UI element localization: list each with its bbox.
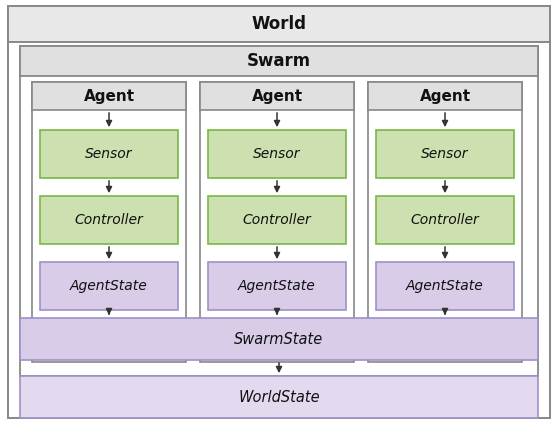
Text: Controller: Controller: [243, 213, 311, 227]
Bar: [368, 82, 522, 110]
Bar: [40, 196, 178, 244]
Bar: [20, 376, 538, 418]
Bar: [376, 262, 514, 310]
Text: Agent: Agent: [84, 89, 134, 104]
Bar: [376, 196, 514, 244]
Bar: [208, 196, 346, 244]
Bar: [20, 46, 538, 76]
Bar: [376, 130, 514, 178]
Text: World: World: [252, 15, 306, 33]
Text: AgentState: AgentState: [70, 279, 148, 293]
Text: AgentState: AgentState: [406, 279, 484, 293]
Text: Sensor: Sensor: [421, 147, 469, 161]
Text: SwarmState: SwarmState: [234, 331, 324, 346]
Text: Sensor: Sensor: [253, 147, 301, 161]
Bar: [32, 82, 186, 362]
Bar: [208, 130, 346, 178]
Text: Controller: Controller: [411, 213, 479, 227]
Bar: [200, 82, 354, 362]
Text: Agent: Agent: [252, 89, 302, 104]
Text: WorldState: WorldState: [238, 389, 320, 405]
Bar: [20, 46, 538, 376]
Text: AgentState: AgentState: [238, 279, 316, 293]
Bar: [368, 82, 522, 362]
Text: Swarm: Swarm: [247, 52, 311, 70]
Bar: [208, 262, 346, 310]
Bar: [40, 130, 178, 178]
Text: Agent: Agent: [420, 89, 470, 104]
Bar: [200, 82, 354, 110]
Text: Sensor: Sensor: [85, 147, 133, 161]
Bar: [32, 82, 186, 110]
Bar: [20, 318, 538, 360]
Text: Controller: Controller: [75, 213, 143, 227]
Bar: [8, 6, 550, 42]
Bar: [40, 262, 178, 310]
